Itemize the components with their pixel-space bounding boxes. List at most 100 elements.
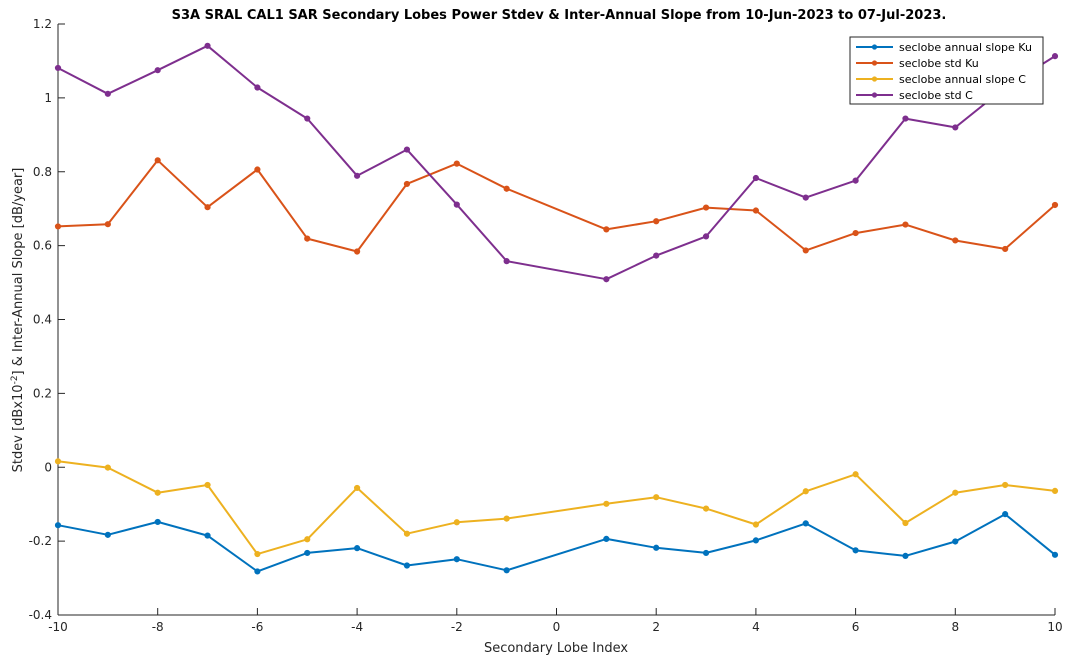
data-point	[453, 201, 460, 208]
legend: seclobe annual slope Ku seclobe std Ku sec…	[849, 36, 1044, 105]
data-point	[752, 174, 760, 182]
data-point	[902, 552, 909, 560]
data-point	[852, 177, 859, 184]
chart-title: S3A SRAL CAL1 SAR Secondary Lobes Power …	[172, 8, 947, 23]
data-point	[952, 489, 959, 496]
data-point	[702, 549, 710, 557]
data-point	[653, 252, 660, 259]
data-point	[254, 166, 261, 173]
legend-item: seclobe annual slope C	[856, 73, 1026, 86]
x-tick-label: -6	[251, 620, 263, 634]
data-point	[802, 488, 809, 495]
data-point	[802, 520, 809, 527]
x-tick-label: -8	[152, 620, 164, 634]
data-point	[603, 276, 610, 283]
data-point	[503, 258, 510, 265]
data-point	[503, 567, 510, 574]
legend-swatch-marker	[871, 44, 878, 50]
data-point	[852, 547, 859, 554]
data-point	[653, 544, 660, 551]
data-point	[603, 500, 610, 507]
data-point	[852, 229, 859, 237]
legend-label: seclobe annual slope C	[899, 73, 1026, 86]
legend-swatch-marker	[871, 76, 878, 82]
data-point	[254, 568, 261, 575]
plot-area	[58, 24, 1055, 615]
x-tick-label: 10	[1047, 620, 1062, 634]
y-tick-label: 0.6	[33, 239, 52, 253]
data-point	[1002, 511, 1009, 518]
x-tick-label: 2	[652, 620, 660, 634]
data-point	[503, 185, 510, 192]
data-point	[1002, 245, 1009, 253]
y-tick-label: 0.4	[33, 313, 52, 327]
x-tick-label: 0	[553, 620, 561, 634]
legend-swatch-marker	[871, 92, 878, 98]
x-tick-label: -10	[48, 620, 68, 634]
y-axis-label-post: ] & Inter-Annual Slope [dB/year]	[11, 168, 26, 376]
data-point	[952, 538, 959, 545]
series-1	[54, 511, 1059, 575]
data-point	[453, 556, 460, 563]
data-point	[1051, 551, 1059, 558]
legend-swatch-marker	[871, 60, 878, 66]
data-point	[304, 549, 311, 557]
data-point	[752, 537, 760, 544]
legend-item: seclobe std Ku	[856, 57, 979, 70]
data-point	[403, 146, 411, 153]
data-point	[354, 248, 361, 255]
data-point	[154, 489, 161, 496]
data-point	[104, 531, 111, 538]
series-3	[54, 458, 1059, 558]
series-2	[54, 157, 1059, 255]
data-point	[603, 226, 610, 233]
data-point	[902, 519, 909, 527]
y-tick-label: 1.2	[33, 17, 52, 31]
data-point	[104, 221, 111, 228]
y-axis-label: Stdev [dBx10-2] & Inter-Annual Slope [dB…	[10, 168, 26, 473]
series-line	[57, 44, 1056, 281]
y-tick-label: 1	[44, 91, 52, 105]
data-point	[54, 64, 62, 72]
data-point	[1002, 481, 1009, 489]
data-point	[204, 204, 211, 211]
data-point	[752, 521, 760, 528]
data-point	[54, 522, 62, 529]
data-point	[104, 464, 111, 471]
x-axis-label: Secondary Lobe Index	[484, 641, 628, 656]
data-point	[403, 530, 411, 537]
legend-label: seclobe std C	[899, 89, 973, 102]
data-point	[1051, 53, 1059, 60]
data-point	[952, 237, 959, 244]
data-point	[403, 180, 411, 188]
x-tick-label: 8	[951, 620, 959, 634]
data-point	[902, 115, 909, 122]
y-axis-label-pre: Stdev [dBx10	[11, 384, 26, 472]
legend-box	[849, 36, 1044, 105]
data-point	[304, 235, 311, 242]
data-point	[702, 505, 710, 512]
data-point	[453, 160, 460, 167]
data-point	[453, 519, 460, 526]
data-point	[304, 536, 311, 543]
legend-item: seclobe std C	[856, 89, 973, 102]
data-point	[54, 458, 62, 465]
y-tick-label: 0.8	[33, 165, 52, 179]
data-point	[1051, 487, 1059, 494]
data-point	[802, 194, 809, 201]
data-point	[653, 218, 660, 225]
series-line	[57, 159, 1056, 253]
data-point	[752, 207, 760, 214]
data-point	[154, 518, 161, 526]
series-line	[57, 513, 1056, 573]
legend-item: seclobe annual slope Ku	[856, 41, 1032, 54]
data-point	[403, 562, 411, 569]
legend-label: seclobe annual slope Ku	[899, 41, 1032, 54]
data-point	[354, 484, 361, 492]
x-tick-label: 4	[752, 620, 760, 634]
data-point	[802, 247, 809, 254]
data-point	[154, 157, 161, 164]
data-point	[702, 204, 710, 211]
axes: -10 -8 -6 -4 -2 0 2 4 6 8 10 -0.4 -0.2 0 0.2 0.4 0.6 0.8 1…	[29, 17, 1063, 634]
